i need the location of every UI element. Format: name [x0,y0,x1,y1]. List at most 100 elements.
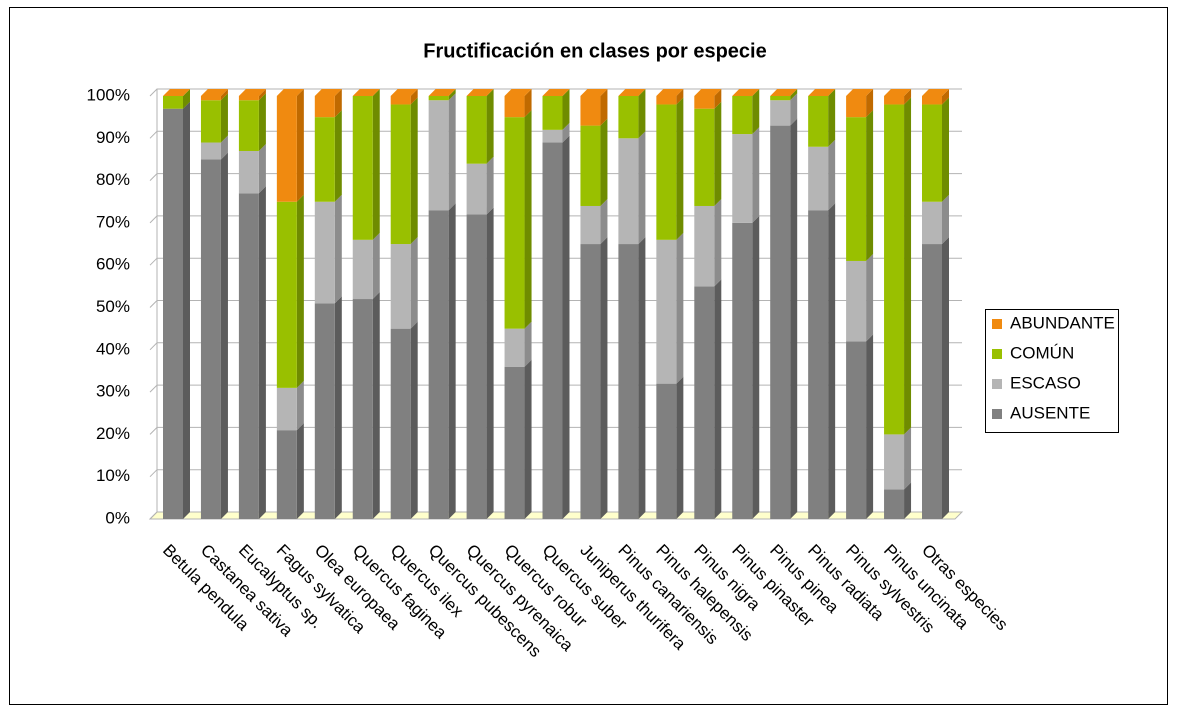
bar [694,205,715,287]
bar-side [372,89,380,240]
bar-side [524,89,532,118]
bar [466,96,487,164]
bar [504,117,525,329]
bar [846,260,867,342]
y-tick-label: 20% [96,424,130,443]
bar [276,201,297,388]
bar-side [790,118,798,520]
bar [618,96,639,139]
bar [694,96,715,109]
bar-side [714,198,722,287]
bar-top [504,89,532,96]
bar [884,434,905,490]
bar-side [296,423,304,519]
bar-top [352,89,380,96]
bar [808,210,829,519]
bar [200,96,221,101]
bar [580,244,601,520]
bar-side [828,89,836,147]
bar-side [334,296,342,519]
bar [390,104,411,245]
bar [352,96,373,240]
bar [846,117,867,261]
bar [238,193,259,520]
bar-top [276,89,304,96]
bar-side [942,194,949,245]
bar [276,387,297,431]
bar-side [600,118,608,206]
bar-side [334,110,342,202]
bar [390,244,411,329]
bar-side [220,135,228,160]
y-tick-label: 70% [96,212,130,231]
bar [808,146,829,211]
bar [808,96,829,147]
bar-side [752,127,760,223]
bar-side [562,135,570,519]
bar-side [942,97,949,202]
legend [985,309,1119,433]
bar-side [334,89,342,118]
bar [238,96,259,101]
bar [542,129,563,143]
bar [922,104,942,202]
bar [200,100,221,143]
bar-side [220,89,228,101]
bar [352,239,373,300]
bar-side [410,321,418,519]
bar-side [562,89,570,130]
bar-side [183,89,190,109]
bar-top [694,89,722,96]
legend-label: ABUNDANTE [1010,313,1115,332]
bar-side [486,207,494,519]
bar [694,108,715,206]
bar [846,96,867,118]
bar [314,303,335,519]
legend-swatch [992,379,1002,389]
bar-side [638,89,646,139]
legend-label: AUSENTE [1010,403,1090,422]
bar [504,366,525,519]
bar [618,138,639,245]
bar-side [448,203,456,519]
y-tick-label: 60% [96,255,130,274]
bar-side [220,93,228,143]
bar-side [334,194,342,304]
bar-side [410,89,418,105]
bar [580,205,601,245]
bar-side [410,237,418,329]
bar-side [600,198,608,245]
bar [922,96,942,105]
bar-side [752,89,760,135]
legend-swatch [992,319,1002,329]
bar-side [790,93,798,126]
bar [314,96,335,118]
bar-side [372,292,380,519]
bar-side [258,89,266,101]
bar [542,142,563,519]
bar [390,328,411,519]
bar-side [600,237,608,520]
bar-side [866,334,874,519]
bar-side [524,110,532,329]
bar [770,125,791,520]
bar-side [258,93,266,151]
bar [694,286,715,519]
bar-side [258,143,266,194]
bar [314,117,335,202]
bar [922,244,942,520]
bar [276,430,297,519]
bar-top [846,89,874,96]
bar-side [486,156,494,215]
bar-side [714,89,722,109]
bar-top [200,89,228,96]
bar-top [618,89,646,96]
bar [618,244,639,520]
bar-side [448,93,456,211]
bar [884,489,905,519]
bar [884,96,905,105]
bar [428,96,449,101]
bar-side [790,89,798,101]
bar-side [296,194,304,388]
bar-side [866,89,874,118]
